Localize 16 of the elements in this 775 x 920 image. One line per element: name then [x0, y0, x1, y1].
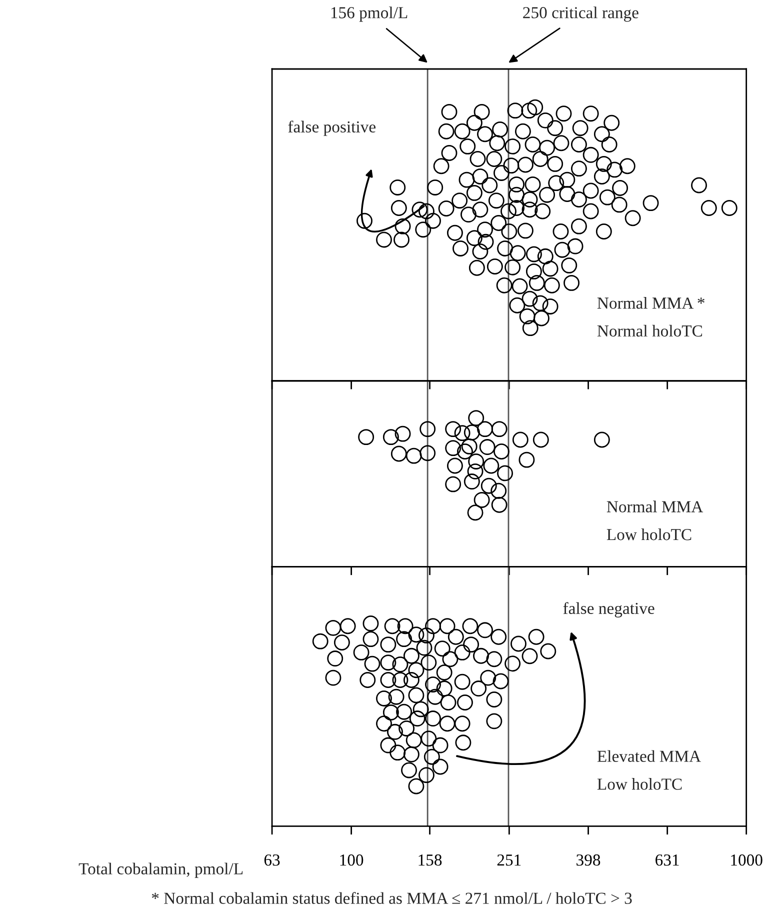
x-tick-label: 100 [340, 854, 364, 866]
annotation: false positive [288, 120, 376, 136]
x-axis-title: Total cobalamin, pmol/L [78, 862, 243, 878]
x-tick-label: 631 [656, 854, 679, 866]
annotation: Normal MMA Low holoTC [606, 500, 704, 540]
x-tick-label: 398 [576, 854, 600, 866]
x-tick-label: 63 [264, 854, 280, 866]
text: * Normal cobalamin status defined as MMA ≤ 271 nmol/L / holoTC > 3 [152, 892, 632, 904]
ref-line-label: 250 critical range [523, 6, 638, 22]
x-tick-label: 251 [497, 854, 521, 866]
annotation: Normal MMA * Normal holoTC [597, 297, 704, 337]
x-tick-label: 1000 [731, 854, 762, 866]
ref-line-label: 156 pmol/L [331, 6, 408, 22]
x-tick-label: 158 [418, 854, 442, 866]
text: false negative [563, 602, 654, 618]
annotation: Elevated MMA Low holoTC [597, 750, 701, 790]
